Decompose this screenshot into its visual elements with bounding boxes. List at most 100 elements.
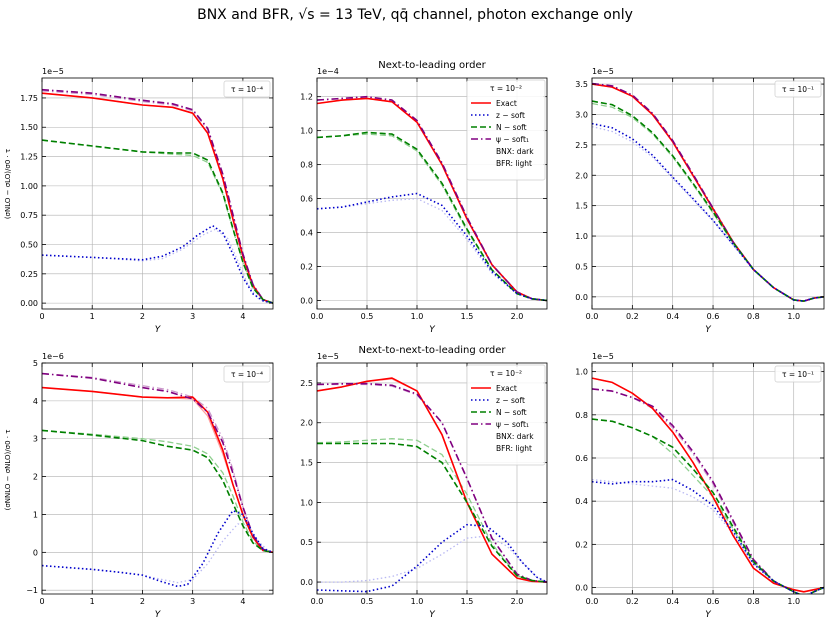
plot-frame: [41, 77, 274, 310]
series-line-exact-light: [42, 386, 273, 553]
legend-entry-n-soft: N − soft: [496, 123, 527, 132]
series-line-exact-dark: [592, 83, 824, 302]
series-line-n-soft-dark: [592, 418, 824, 594]
panels-container: 0 1 2 3 40.000.250.500.751.001.251.501.751e−…: [20, 60, 825, 619]
y-tick-label: 1.0: [575, 368, 588, 377]
y-tick-label: 1.5: [300, 459, 313, 468]
x-tick-label: 4: [240, 597, 245, 606]
panel-nnlo_tau2: 0.0 0.5 1.0 1.5 2.0 0.0 0.5 1.0 1.5 2.0 2.5 1e−5 Nex…: [300, 345, 548, 619]
tau-box: [223, 365, 271, 383]
series-line-soft-light: [592, 83, 824, 302]
y-tick-label: 0.4: [575, 497, 588, 506]
exponent-label: 1e−5: [42, 67, 64, 76]
x-tick-label: 1.0: [787, 312, 800, 321]
y-tick-label: 1.50: [20, 123, 38, 132]
x-tick-label: 1.0: [411, 597, 424, 606]
panel-title: Next-to-next-to-leading order: [358, 345, 506, 356]
x-axis-label: Y: [155, 325, 162, 335]
series-line-z-soft-dark: [592, 478, 824, 594]
series-line-soft-light: [42, 90, 273, 304]
series-group: [42, 372, 273, 588]
y-tick-label: 1.00: [20, 182, 38, 191]
y-tick-label: 0: [33, 548, 38, 557]
series-line-z-soft-light: [317, 197, 547, 302]
legend-note: BNX: dark: [496, 432, 534, 441]
panel-nnlo_tau1: 0.0 0.2 0.4 0.6 0.8 1.0 0.0 0.2 0.4 0.6 0.8 1.0 1e−5…: [575, 352, 825, 619]
y-tick-label: 1.0: [300, 498, 313, 507]
legend-box: [466, 79, 546, 181]
legend: τ = 10⁻² Exact z − soft N − soft ψ − soft₁ BN…: [466, 364, 546, 466]
legend-tau-label: τ = 10⁻²: [490, 369, 522, 378]
series-line-z-soft-dark: [592, 122, 824, 302]
series-group: [317, 95, 547, 302]
series-line-n-soft-light: [317, 438, 547, 583]
y-tick-label: 0.5: [300, 538, 313, 547]
x-tick-label: 3: [190, 597, 195, 606]
x-tick-label: 1: [90, 312, 95, 321]
legend-note: BFR: light: [496, 159, 532, 168]
legend-entry-soft: ψ − soft₁: [496, 135, 529, 144]
plot-frame: [41, 362, 274, 595]
series-line-z-soft-light: [592, 125, 824, 302]
series-line-n-soft-light: [42, 429, 273, 553]
tau-box: [774, 80, 822, 98]
tau-label: τ = 10⁻⁴: [231, 85, 263, 94]
y-tick-label: 1.2: [300, 93, 313, 102]
y-tick-label: 2.0: [300, 419, 313, 428]
series-line-n-soft-dark: [317, 442, 547, 583]
y-tick-label: 1.75: [20, 94, 38, 103]
exponent-label: 1e−5: [592, 352, 614, 361]
x-tick-label: 0.6: [707, 312, 720, 321]
x-tick-label: 2.0: [511, 312, 524, 321]
x-tick-label: 0.0: [586, 597, 599, 606]
exponent-label: 1e−5: [592, 67, 614, 76]
x-tick-label: 2: [140, 312, 145, 321]
series-line-n-soft-light: [42, 139, 273, 304]
series-line-n-soft-dark: [42, 429, 273, 554]
series-line-exact-dark: [317, 377, 547, 583]
series-line-soft-dark: [42, 88, 273, 304]
series-line-exact-dark: [42, 92, 273, 304]
x-tick-label: 0.0: [586, 312, 599, 321]
exponent-label: 1e−6: [42, 352, 64, 361]
x-tick-label: 2: [140, 597, 145, 606]
y-tick-label: −1: [26, 586, 38, 595]
tau-box: [223, 80, 271, 98]
series-line-exact-dark: [42, 386, 273, 554]
x-tick-label: 0: [39, 312, 44, 321]
y-tick-label: 5: [33, 359, 38, 368]
series-line-exact-light: [592, 83, 824, 302]
y-tick-label: 3: [33, 435, 38, 444]
series-line-soft-dark: [592, 388, 824, 594]
x-axis-label: Y: [155, 610, 162, 619]
y-tick-label: 0.0: [575, 293, 588, 302]
x-tick-label: 0.4: [666, 312, 679, 321]
exponent-label: 1e−4: [317, 67, 339, 76]
x-tick-label: 1.5: [461, 312, 474, 321]
y-tick-label: 2: [33, 473, 38, 482]
y-tick-label: 1.0: [575, 232, 588, 241]
x-tick-label: 0: [39, 597, 44, 606]
x-axis-label: Y: [429, 610, 436, 619]
series-group: [592, 82, 824, 302]
x-tick-label: 0.2: [626, 312, 639, 321]
x-tick-label: 0.4: [666, 597, 679, 606]
y-tick-label: 0.8: [300, 161, 313, 170]
figure-suptitle: BNX and BFR, √s = 13 TeV, qq̄ channel, p…: [197, 7, 633, 23]
y-tick-label: 1.0: [300, 127, 313, 136]
legend-entry-soft: ψ − soft₁: [496, 420, 529, 429]
y-tick-label: 2.5: [300, 379, 313, 388]
legend-box: [466, 364, 546, 466]
x-tick-label: 0.5: [361, 597, 374, 606]
series-line-soft-dark: [317, 382, 547, 583]
tau-label: τ = 10⁻¹: [782, 370, 814, 379]
x-tick-label: 3: [190, 312, 195, 321]
x-tick-label: 0.5: [361, 312, 374, 321]
x-tick-label: 1.0: [787, 597, 800, 606]
tau-label: τ = 10⁻¹: [782, 85, 814, 94]
series-line-n-soft-light: [317, 133, 547, 302]
series-line-exact-light: [592, 377, 824, 593]
x-tick-label: 0.8: [747, 312, 760, 321]
